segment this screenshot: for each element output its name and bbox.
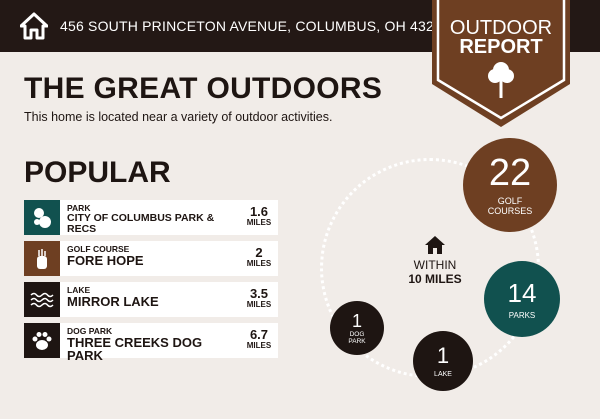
within-label: WITHIN 10 MILES (395, 235, 475, 286)
park-icon (24, 200, 60, 235)
item-distance: 6.7 (249, 327, 269, 342)
item-category: DOG PARK (67, 326, 113, 336)
home-icon (20, 12, 48, 40)
item-distance: 2 (255, 245, 263, 260)
popular-item[interactable]: PARK CITY OF COLUMBUS PARK & RECS 1.6 MI… (24, 200, 278, 235)
tree-icon (488, 62, 514, 98)
golf-count-circle: 22 GOLF COURSES (463, 138, 557, 232)
within-distance: 10 MILES (408, 272, 462, 286)
item-category: LAKE (67, 285, 91, 295)
house-icon (425, 236, 445, 254)
item-unit: MILES (246, 259, 272, 268)
waves-icon (24, 282, 60, 317)
item-unit: MILES (246, 218, 272, 227)
popular-item[interactable]: GOLF COURSE FORE HOPE 2 MILES (24, 241, 278, 276)
lake-count-circle: 1 LAKE (413, 331, 473, 391)
outdoor-report-badge: OUTDOOR REPORT (432, 0, 570, 128)
within-text: WITHIN (413, 258, 457, 272)
dog-label: DOG (349, 331, 365, 338)
dog-count: 1 (351, 311, 362, 331)
parks-count: 14 (507, 277, 537, 308)
lake-label: LAKE (434, 371, 452, 378)
item-name: MIRROR LAKE (67, 294, 159, 309)
item-distance: 3.5 (249, 286, 269, 301)
item-category: GOLF COURSE (67, 244, 130, 254)
item-name: CITY OF COLUMBUS PARK & RECS (67, 212, 215, 235)
golf-label: GOLF (497, 196, 523, 206)
popular-item[interactable]: LAKE MIRROR LAKE 3.5 MILES (24, 282, 278, 317)
item-name: FORE HOPE (67, 253, 144, 268)
lake-count: 1 (436, 343, 450, 368)
page-subtitle: This home is located near a variety of o… (24, 110, 333, 124)
popular-heading: POPULAR (24, 156, 171, 189)
parks-label: PARKS (508, 310, 536, 320)
item-distance: 1.6 (249, 204, 269, 219)
popular-item[interactable]: DOG PARK THREE CREEKS DOG PARK 6.7 MILES (24, 323, 278, 362)
page-title: THE GREAT OUTDOORS (24, 72, 383, 105)
paw-icon (24, 323, 60, 358)
item-name: THREE CREEKS DOG PARK (67, 335, 203, 363)
golf-label-2: COURSES (487, 206, 533, 216)
badge-subtitle: REPORT (459, 36, 543, 58)
item-unit: MILES (246, 300, 272, 309)
item-unit: MILES (246, 341, 272, 350)
golf-count: 22 (488, 152, 532, 194)
dog-label-2: PARK (348, 338, 366, 345)
item-category: PARK (67, 203, 91, 213)
address: 456 SOUTH PRINCETON AVENUE, COLUMBUS, OH… (60, 18, 450, 34)
golf-bag-icon (24, 241, 60, 276)
parks-count-circle: 14 PARKS (484, 261, 560, 337)
badge-title: OUTDOOR (449, 17, 553, 39)
dog-park-count-circle: 1 DOG PARK (330, 301, 384, 355)
